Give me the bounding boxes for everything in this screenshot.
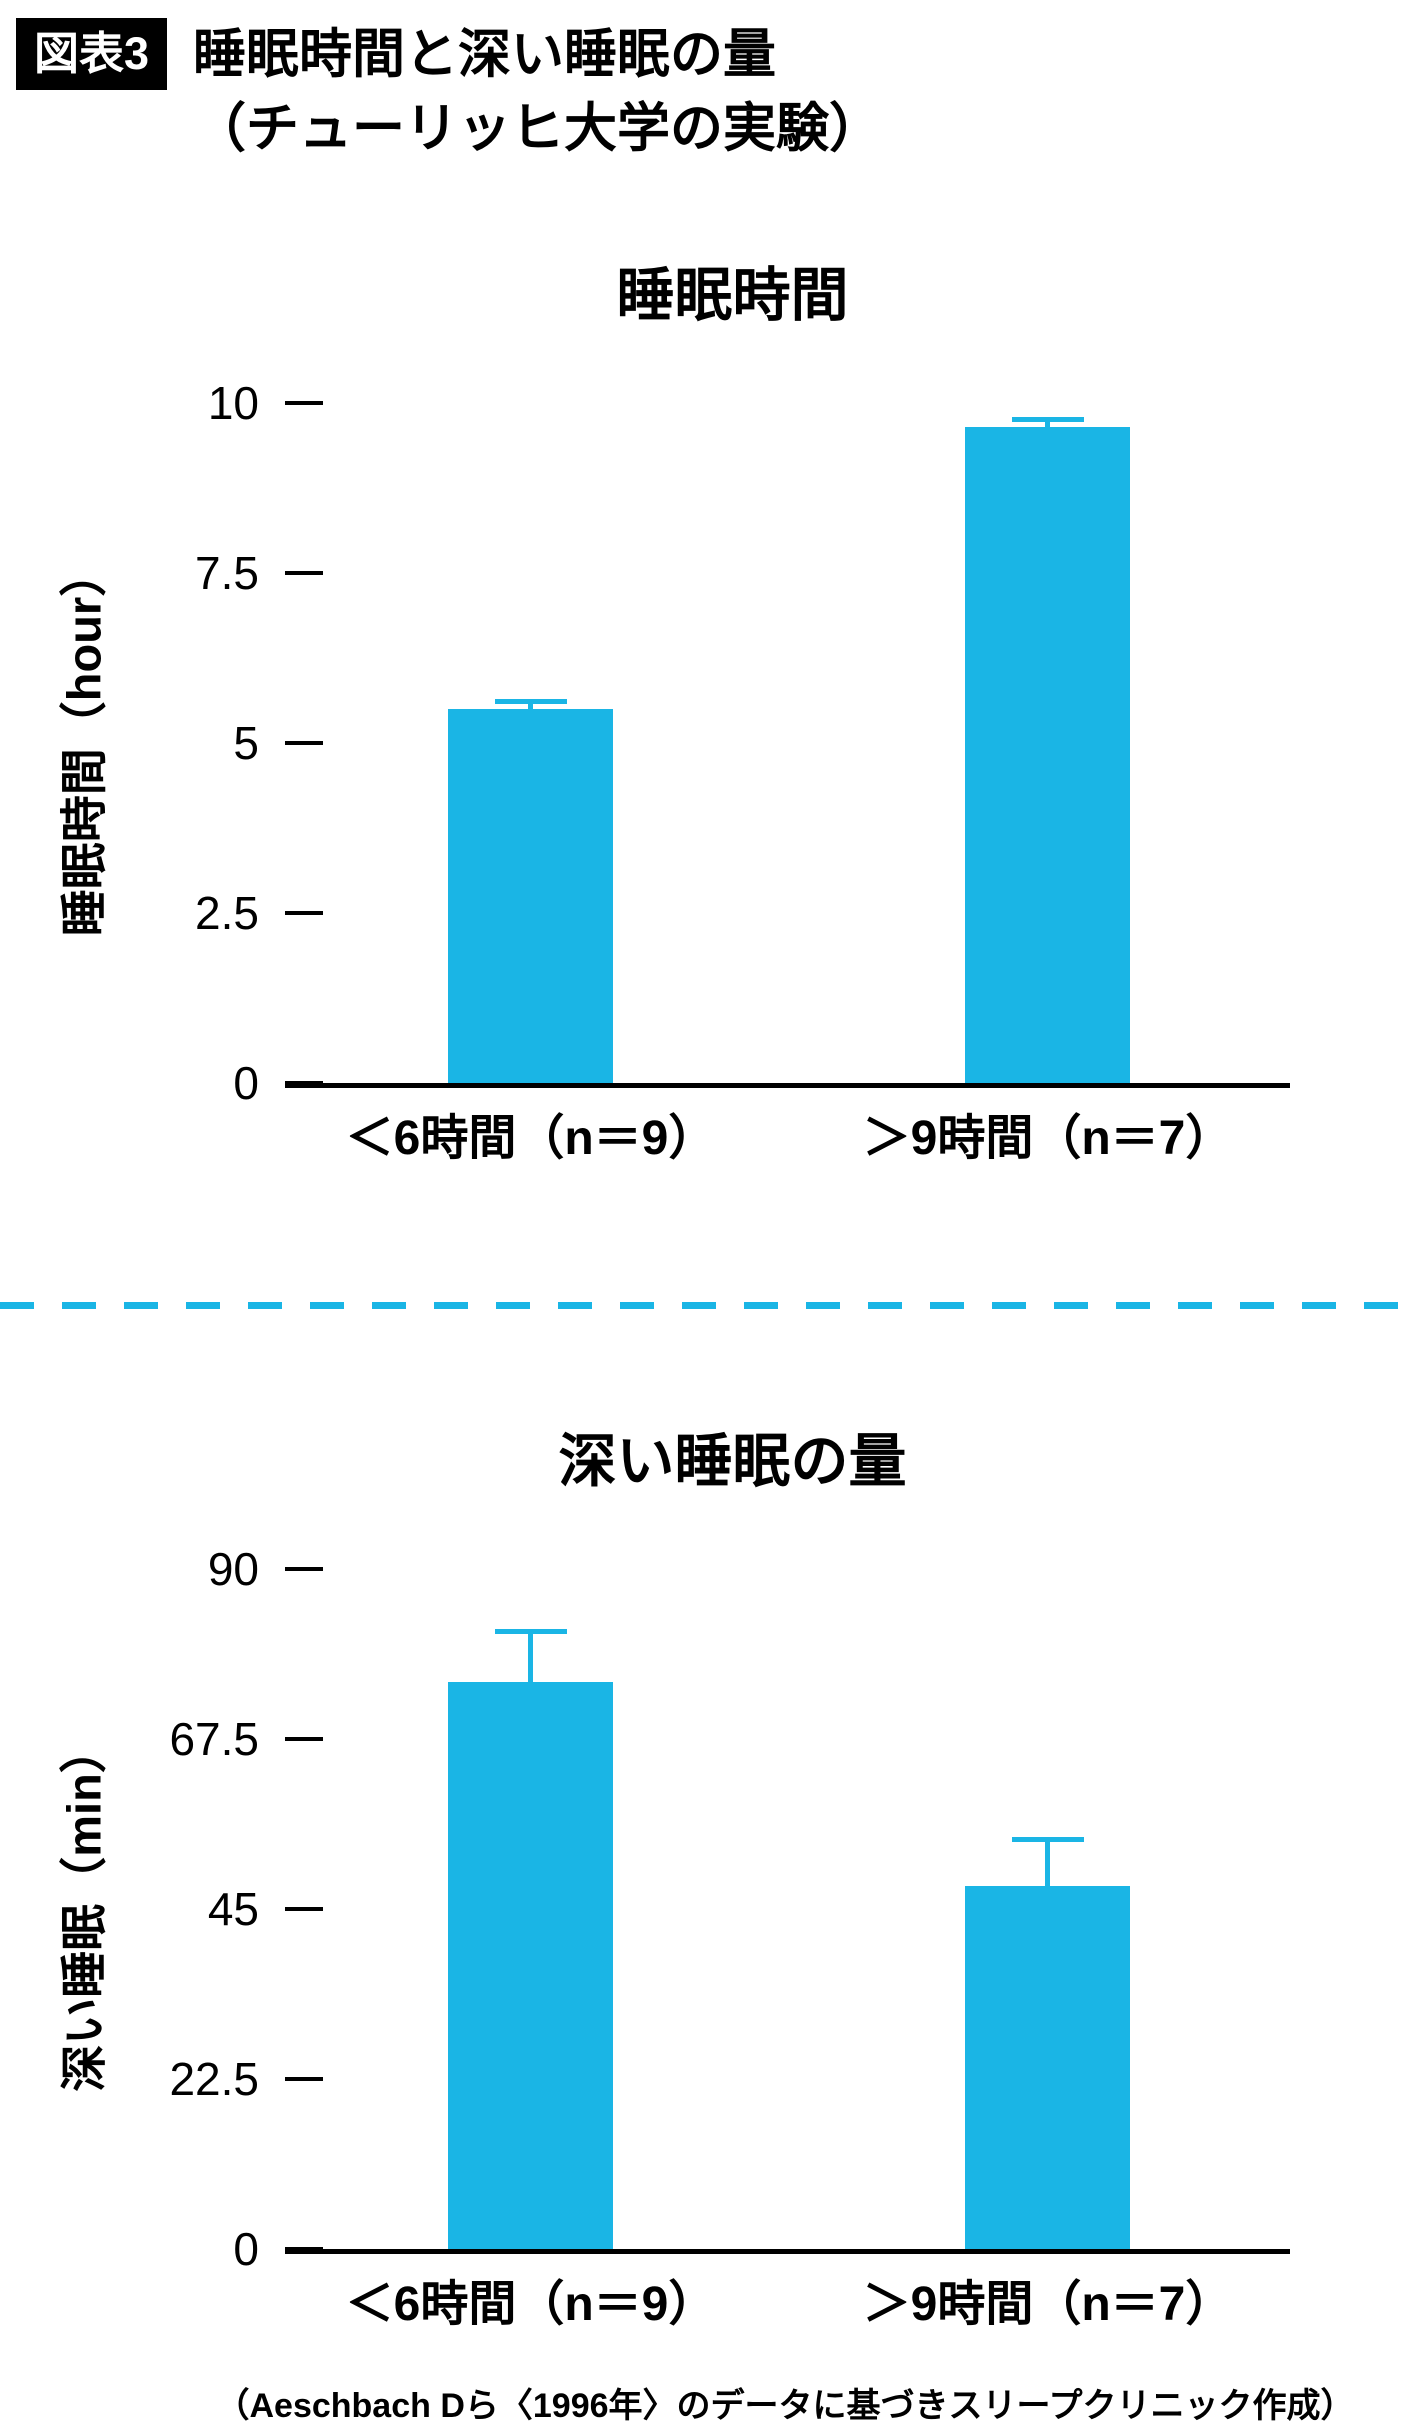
y-tick-mark (285, 1736, 323, 1741)
y-tick-label: 67.5 (169, 1712, 259, 1765)
y-tick-label: 10 (207, 376, 259, 429)
y-tick-mark (285, 570, 323, 575)
y-tick-label: 0 (233, 2222, 259, 2275)
x-category-label: ＞9時間（n＝7） (862, 1111, 1234, 1165)
y-tick-mark (285, 400, 323, 405)
y-tick-mark (285, 740, 323, 745)
x-category-label: ＜6時間（n＝9） (345, 1111, 717, 1165)
figure-header: 図表3 睡眠時間と深い睡眠の量 （チューリッヒ大学の実験） (0, 0, 1420, 166)
plot-area: 睡眠時間（hour） 0 2.5 5 7.5 10 (58, 377, 1290, 1109)
y-tick-label: 5 (233, 716, 259, 769)
error-bar-whisker (1045, 1836, 1050, 1935)
error-bar-cap (494, 1628, 567, 1634)
x-category-label: ＜6時間（n＝9） (345, 2277, 717, 2331)
chart-title: 深い睡眠の量 (558, 1428, 907, 1494)
bar (965, 426, 1130, 1083)
dashed-divider (0, 1301, 1420, 1309)
x-axis-labels: ＜6時間（n＝9） ＞9時間（n＝7） (285, 2264, 1290, 2356)
figure-number-badge: 図表3 (16, 18, 168, 90)
bar (448, 1681, 613, 2249)
chart-sleep-duration: 睡眠時間 睡眠時間（hour） 0 2.5 5 7.5 10 ＜6時間（n＝9） ＞9時… (0, 261, 1420, 1190)
y-tick-mark (285, 910, 323, 915)
error-bar-whisker (1045, 416, 1050, 437)
y-tick-mark (285, 1566, 323, 1571)
y-tick-label: 0 (233, 1056, 259, 1109)
chart-deep-sleep: 深い睡眠の量 深い睡眠（min） 0 22.5 45 67.5 90 ＜6時間（n＝9）… (0, 1427, 1420, 2356)
y-tick-label: 22.5 (169, 2052, 259, 2105)
error-bar-cap (1011, 416, 1084, 422)
error-bar-whisker (528, 1628, 533, 1735)
figure-title: 睡眠時間と深い睡眠の量 （チューリッヒ大学の実験） (193, 18, 882, 166)
y-tick-label: 2.5 (195, 886, 259, 939)
error-bar-cap (1011, 1836, 1084, 1842)
error-bar-whisker (528, 698, 533, 719)
y-axis-label: 深い睡眠（min） (57, 1725, 111, 2092)
bar (448, 708, 613, 1083)
figure-title-line1: 睡眠時間と深い睡眠の量 (193, 25, 777, 84)
y-tick-mark (285, 1080, 323, 1085)
y-tick-mark (285, 1906, 323, 1911)
y-tick-mark (285, 2076, 323, 2081)
chart-title: 睡眠時間 (616, 263, 849, 329)
x-axis-labels: ＜6時間（n＝9） ＞9時間（n＝7） (285, 1098, 1290, 1190)
y-tick-mark (285, 2246, 323, 2251)
y-tick-label: 7.5 (195, 546, 259, 599)
y-tick-label: 45 (207, 1882, 259, 1935)
bar (965, 1885, 1130, 2249)
error-bar-cap (494, 698, 567, 704)
source-credit: （Aeschbach Dら〈1996年〉のデータに基づきスリープクリニック作成） (215, 2386, 1355, 2425)
plot-area: 深い睡眠（min） 0 22.5 45 67.5 90 (58, 1543, 1290, 2275)
x-category-label: ＞9時間（n＝7） (862, 2277, 1234, 2331)
y-tick-label: 90 (207, 1542, 259, 1595)
figure-title-line2: （チューリッヒ大学の実験） (193, 99, 883, 159)
y-axis-label: 睡眠時間（hour） (57, 549, 111, 937)
